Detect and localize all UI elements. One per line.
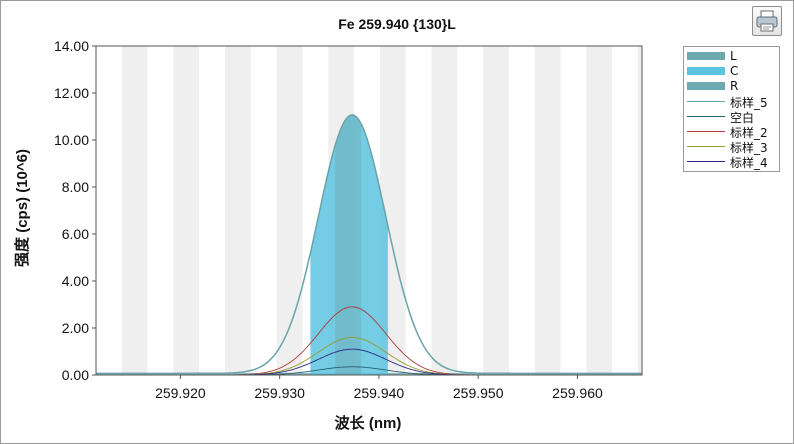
grid-band bbox=[225, 46, 251, 375]
grid-band bbox=[431, 46, 458, 375]
grid-band bbox=[534, 46, 561, 375]
x-axis-label: 波长 (nm) bbox=[335, 414, 402, 432]
plot-frame bbox=[95, 45, 643, 376]
legend-item: C bbox=[684, 64, 779, 78]
region-R bbox=[335, 114, 362, 376]
y-tick-label: 2.00 bbox=[62, 320, 89, 336]
legend-label: R bbox=[730, 79, 739, 93]
legend-label: 标样_3 bbox=[730, 141, 768, 155]
legend-item: R bbox=[684, 79, 779, 93]
x-tick-label: 259.930 bbox=[254, 385, 305, 401]
legend-swatch bbox=[687, 67, 725, 75]
grid-band bbox=[638, 46, 642, 375]
grid-band bbox=[121, 46, 148, 375]
x-tick-label: 259.950 bbox=[453, 385, 504, 401]
y-tick-label: 8.00 bbox=[62, 179, 89, 195]
grid-band bbox=[173, 46, 200, 375]
region-C bbox=[310, 114, 388, 376]
grid-band bbox=[483, 46, 509, 375]
legend-swatch bbox=[687, 101, 725, 102]
y-tick-label: 0.00 bbox=[62, 367, 89, 383]
chart-title: Fe 259.940 {130}L bbox=[338, 16, 456, 32]
legend-swatch bbox=[687, 161, 725, 162]
y-tick-label: 10.00 bbox=[54, 132, 89, 148]
legend-swatch bbox=[687, 131, 725, 132]
grid-band bbox=[586, 46, 613, 375]
y-tick-label: 14.00 bbox=[54, 38, 89, 54]
legend-swatch bbox=[687, 146, 725, 147]
legend-label: C bbox=[730, 64, 739, 78]
legend-label: 标样_5 bbox=[730, 96, 768, 110]
legend-item: 标样_2 bbox=[684, 125, 779, 140]
legend-item: 标样_5 bbox=[684, 95, 779, 110]
print-button[interactable] bbox=[752, 6, 782, 36]
legend-swatch bbox=[687, 82, 725, 90]
printer-icon bbox=[756, 10, 778, 32]
series-line-0 bbox=[96, 114, 642, 375]
x-tick-label: 259.920 bbox=[155, 385, 206, 401]
legend: L C R 标样_5 空白 标样_2 标样_3 标样_4 bbox=[683, 46, 780, 172]
axes: 0.00 2.00 4.00 6.00 8.00 10.00 12.00 14.00 259.9… bbox=[54, 38, 643, 401]
legend-swatch bbox=[687, 52, 725, 60]
legend-label: L bbox=[730, 49, 737, 63]
legend-item: L bbox=[684, 49, 779, 63]
legend-swatch bbox=[687, 116, 725, 117]
legend-label: 标样_2 bbox=[730, 126, 768, 140]
legend-item: 空白 bbox=[684, 110, 779, 125]
legend-item: 标样_4 bbox=[684, 155, 779, 170]
legend-item: 标样_3 bbox=[684, 140, 779, 155]
legend-label: 空白 bbox=[730, 111, 755, 125]
legend-label: 标样_4 bbox=[730, 156, 768, 170]
x-tick-label: 259.960 bbox=[552, 385, 603, 401]
y-tick-label: 12.00 bbox=[54, 85, 89, 101]
y-tick-label: 4.00 bbox=[62, 273, 89, 289]
x-tick-label: 259.940 bbox=[354, 385, 405, 401]
grid-band bbox=[276, 46, 303, 375]
y-tick-label: 6.00 bbox=[62, 226, 89, 242]
y-axis-label: 强度 (cps) (10^6) bbox=[13, 149, 31, 267]
